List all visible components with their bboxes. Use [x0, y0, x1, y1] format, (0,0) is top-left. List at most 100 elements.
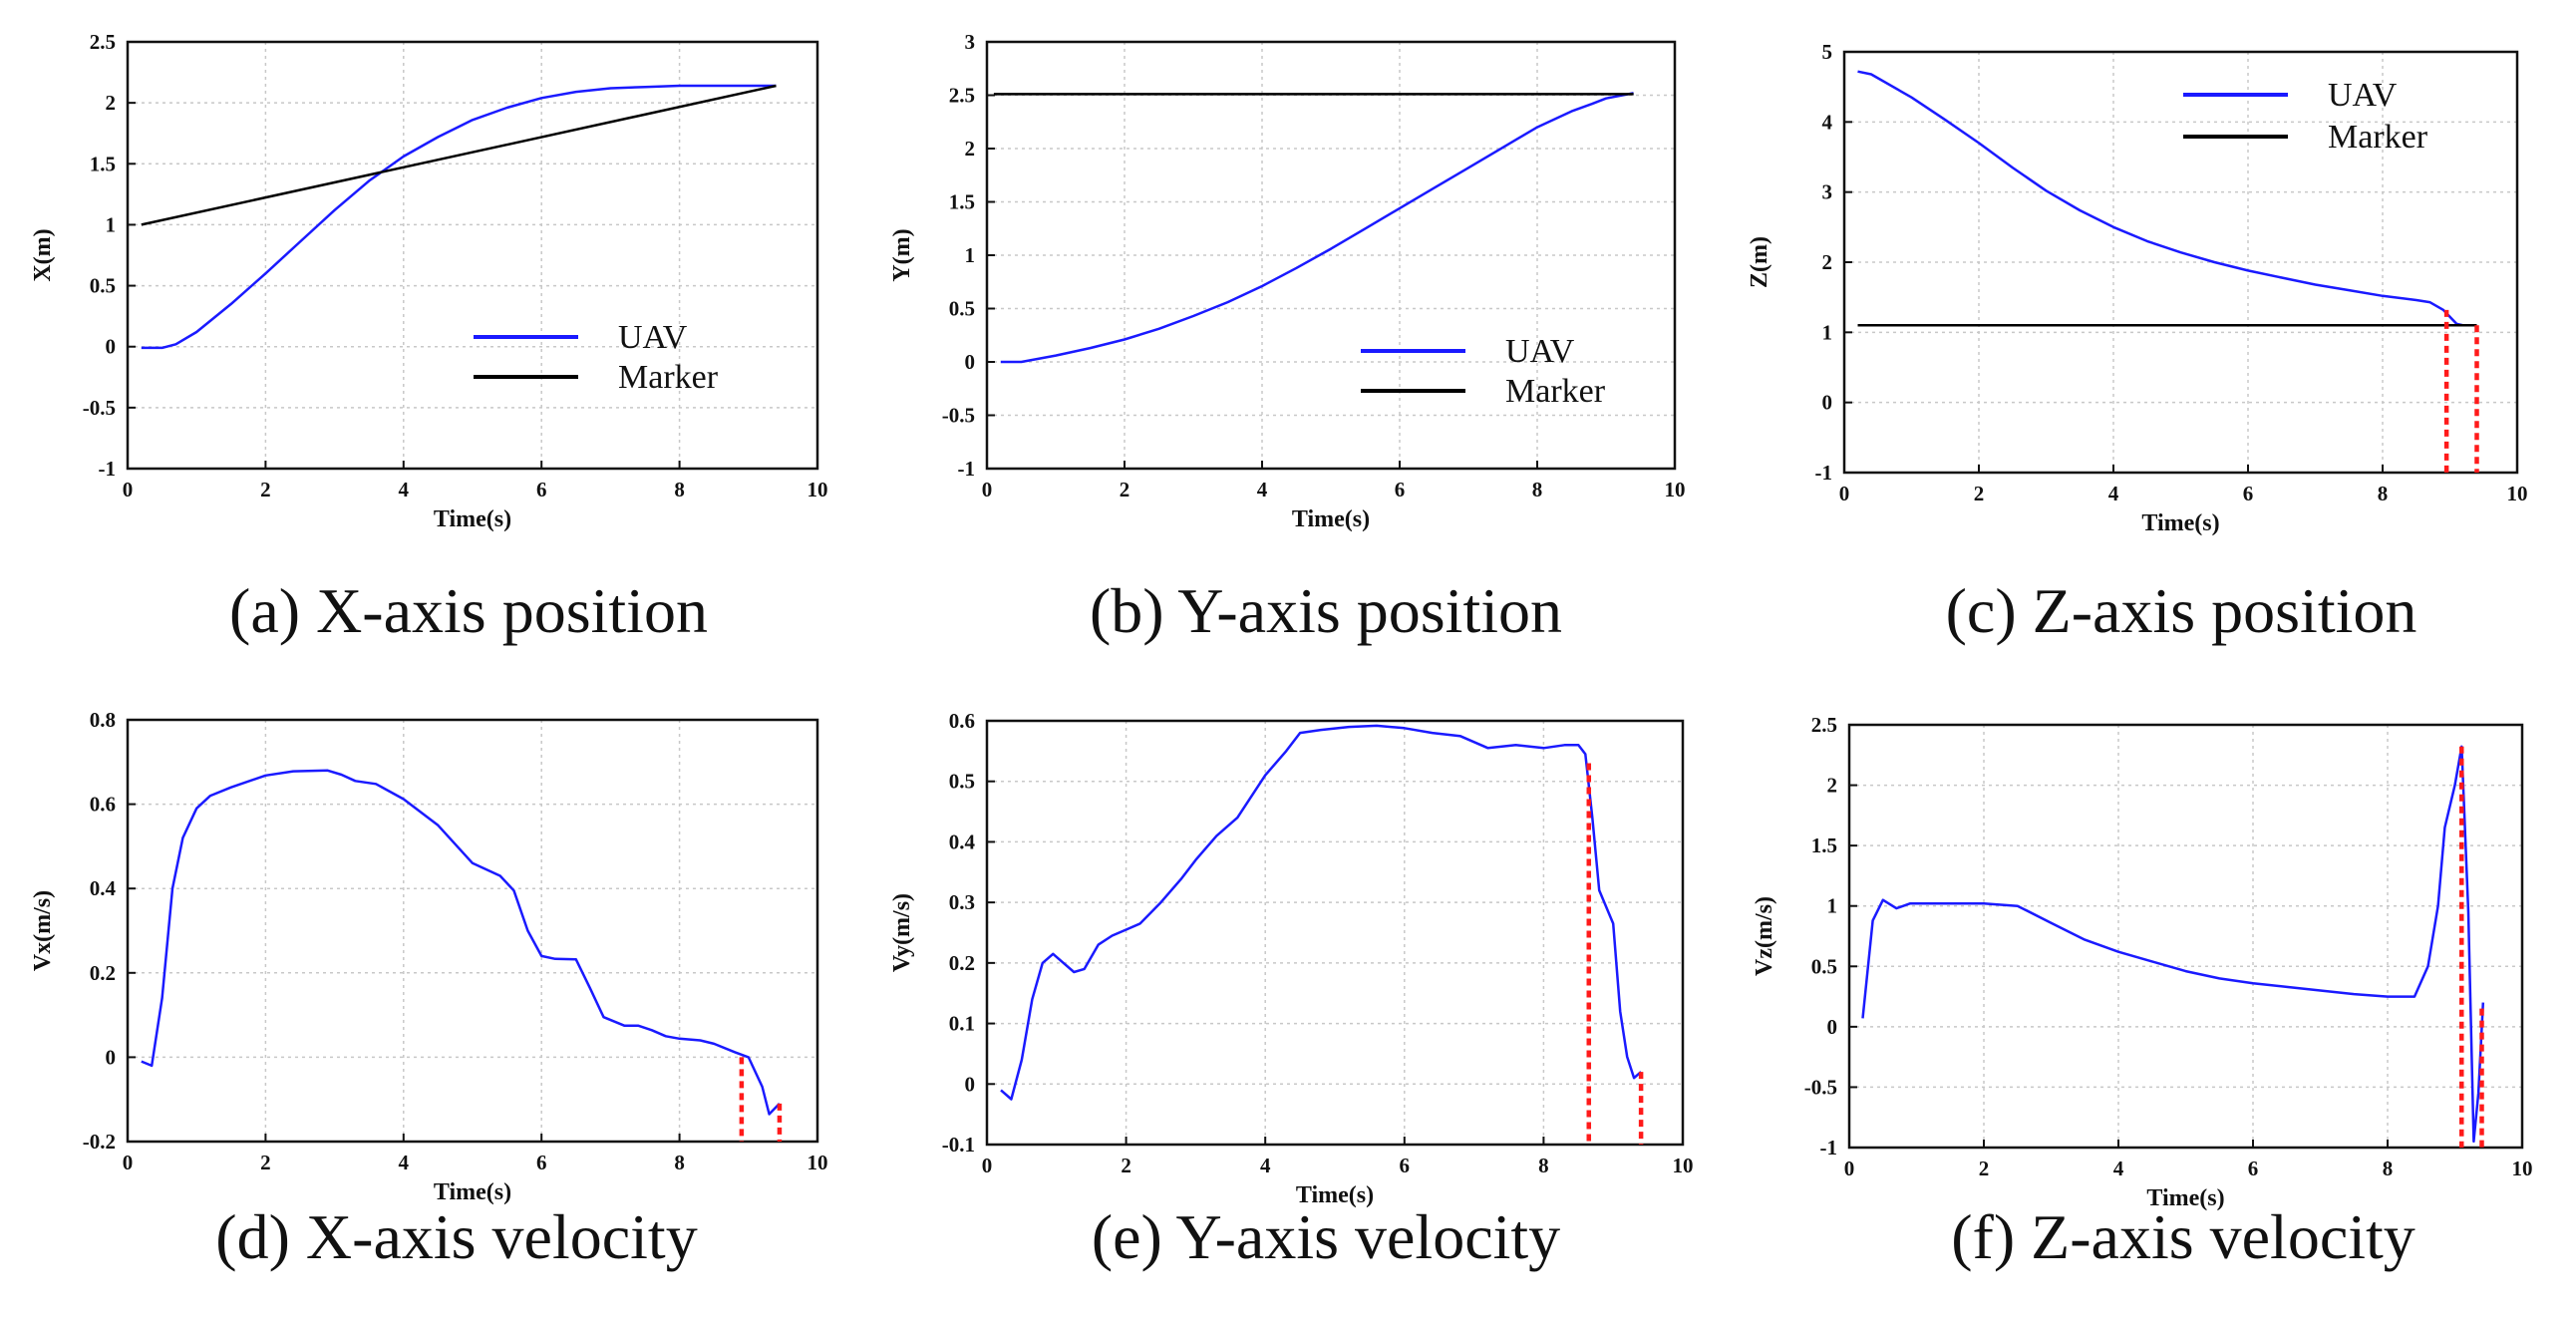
- subfigure-caption: (c) Z-axis position: [1946, 575, 2417, 646]
- y-tick-label: 0.6: [949, 709, 975, 733]
- y-tick-label: 3: [965, 30, 976, 54]
- x-tick-label: 2: [1974, 482, 1985, 505]
- y-tick-label: 2: [106, 91, 117, 115]
- chart-a: 0 2 4 6 8 10 -1 -0.5 0 0.5 1 1.5 2 2.5 Time(s) X(m) UAVM…: [30, 30, 828, 646]
- y-tick-label: 2.5: [90, 30, 116, 54]
- y-tick-label: 0.5: [949, 770, 975, 794]
- x-tick-label: 2: [1979, 1157, 1990, 1180]
- legend-label-marker: Marker: [1505, 373, 1606, 410]
- y-tick-label: 0.1: [949, 1012, 975, 1036]
- x-tick-label: 10: [2512, 1157, 2533, 1180]
- y-tick-label: -0.5: [83, 396, 116, 420]
- x-tick-label: 4: [1260, 1154, 1271, 1177]
- plot-frame: [126, 40, 819, 471]
- y-tick-label: 1: [106, 212, 117, 236]
- series-line-uav: [1000, 724, 1642, 1101]
- plot-frame: [1847, 723, 2524, 1150]
- chart-e: 0 2 4 6 8 10 -0.1 0 0.1 0.2 0.3 0.4 0.5 0.6 Time(s) Vy(…: [889, 709, 1694, 1272]
- y-tick-label: -1: [1820, 1136, 1838, 1160]
- y-tick-label: -1: [958, 457, 976, 481]
- x-tick-label: 8: [1532, 478, 1543, 501]
- y-tick-label: -0.5: [1804, 1075, 1837, 1099]
- y-tick-label: 0: [965, 1072, 976, 1096]
- legend-label-marker: Marker: [2328, 119, 2428, 156]
- y-axis-label: Z(m): [1747, 236, 1772, 288]
- x-tick-label: 8: [674, 1151, 685, 1174]
- x-tick-label: 8: [674, 478, 685, 501]
- x-tick-label: 0: [123, 478, 134, 501]
- y-tick-label: -0.1: [942, 1133, 975, 1157]
- x-tick-label: 8: [2383, 1157, 2394, 1180]
- x-tick-label: 8: [1538, 1154, 1549, 1177]
- y-axis-label: Vx(m/s): [30, 890, 56, 971]
- y-tick-label: 0.4: [949, 829, 976, 853]
- subfigure-caption: (d) X-axis velocity: [215, 1201, 697, 1272]
- x-tick-label: 6: [536, 1151, 547, 1174]
- y-tick-label: 0: [106, 335, 117, 359]
- y-tick-label: 0: [1827, 1015, 1838, 1039]
- x-tick-label: 4: [2113, 1157, 2124, 1180]
- chart-d: 0 2 4 6 8 10 -0.2 0 0.2 0.4 0.6 0.8 Time(s) Vx(m/s) (d…: [30, 708, 828, 1272]
- y-tick-label: -0.5: [942, 404, 975, 428]
- y-tick-label: 0.3: [949, 890, 975, 914]
- y-tick-label: 2: [965, 137, 976, 161]
- y-tick-label: 1.5: [90, 152, 116, 175]
- series-line-uav: [1857, 70, 2477, 327]
- y-tick-label: 0.2: [90, 961, 116, 985]
- x-tick-label: 0: [123, 1151, 134, 1174]
- x-tick-label: 10: [807, 1151, 828, 1174]
- legend: UAV Marker: [2183, 77, 2428, 156]
- plot-frame: [126, 718, 819, 1144]
- x-tick-label: 6: [2243, 482, 2254, 505]
- y-tick-label: 0.4: [90, 876, 117, 900]
- series-line-uav: [141, 84, 777, 350]
- x-axis-label: Time(s): [434, 1179, 511, 1205]
- y-tick-label: 1: [965, 243, 976, 267]
- y-tick-label: 0: [106, 1045, 117, 1069]
- x-tick-label: 8: [2378, 482, 2389, 505]
- legend-label-uav: UAV: [2328, 77, 2398, 114]
- x-tick-label: 2: [1121, 1154, 1131, 1177]
- subfigure-caption: (f) Z-axis velocity: [1951, 1201, 2415, 1272]
- y-axis-label: Vz(m/s): [1752, 896, 1777, 976]
- x-axis-label: Time(s): [1296, 1182, 1374, 1208]
- subfigure-caption: (a) X-axis position: [229, 575, 708, 646]
- x-tick-label: 4: [399, 1151, 410, 1174]
- y-axis-label: Vy(m/s): [889, 893, 915, 972]
- y-tick-label: 2.5: [1811, 713, 1837, 737]
- y-tick-label: 0.5: [90, 274, 116, 298]
- series-line-uav: [141, 769, 781, 1116]
- x-tick-label: 10: [1673, 1154, 1694, 1177]
- legend-label-marker: Marker: [618, 359, 719, 396]
- y-tick-label: 0: [1822, 391, 1833, 415]
- y-tick-label: 0: [965, 350, 976, 374]
- y-tick-label: 0.8: [90, 708, 116, 732]
- y-tick-label: 1: [1827, 894, 1838, 918]
- series-line-marker: [141, 84, 777, 226]
- x-axis-label: Time(s): [2146, 1185, 2224, 1211]
- x-tick-label: 6: [1400, 1154, 1411, 1177]
- y-tick-label: 1: [1822, 320, 1833, 344]
- x-axis-label: Time(s): [434, 506, 511, 532]
- y-tick-label: 2: [1827, 774, 1838, 798]
- chart-c: 0 2 4 6 8 10 -1 0 1 2 3 4 5 Time(s) Z(m) UAV Marker (c) Z…: [1747, 40, 2528, 646]
- subfigure-caption: (e) Y-axis velocity: [1092, 1201, 1560, 1272]
- y-tick-label: 1.5: [949, 190, 975, 214]
- x-tick-label: 2: [260, 478, 271, 501]
- y-tick-label: 1.5: [1811, 833, 1837, 857]
- y-tick-label: 0.2: [949, 951, 975, 975]
- x-tick-label: 6: [536, 478, 547, 501]
- x-axis-label: Time(s): [1292, 506, 1370, 532]
- y-tick-label: 5: [1822, 40, 1833, 64]
- subfigure-caption: (b) Y-axis position: [1090, 575, 1562, 646]
- y-axis-label: X(m): [30, 228, 56, 281]
- x-tick-label: 0: [1844, 1157, 1855, 1180]
- x-tick-label: 10: [2507, 482, 2528, 505]
- y-tick-label: 0.5: [949, 297, 975, 321]
- y-tick-label: -0.2: [83, 1130, 116, 1154]
- y-tick-label: 0.6: [90, 793, 116, 817]
- y-tick-label: 0.5: [1811, 954, 1837, 978]
